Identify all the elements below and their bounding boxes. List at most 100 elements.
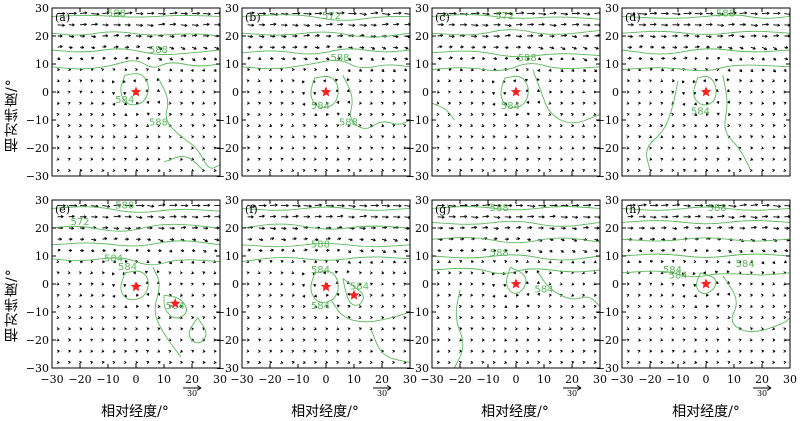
y-tick-label: 20 [225, 222, 239, 235]
x-axis-label-f: 相对经度/° [230, 401, 420, 421]
x-tick-label: −10 [476, 373, 499, 386]
panel-label: (c) [435, 11, 450, 24]
y-tick-label: 30 [605, 2, 619, 15]
y-tick-label: 20 [605, 30, 619, 43]
x-axis-label-g: 相对经度/° [420, 401, 610, 421]
contour-line [432, 30, 600, 35]
y-tick-label: 10 [225, 250, 239, 263]
panel-label: (g) [435, 203, 451, 216]
y-tick-label: −10 [216, 306, 239, 319]
y-tick-label: 10 [415, 250, 429, 263]
y-tick-label: −20 [596, 142, 619, 155]
height-contours [622, 207, 790, 332]
y-axis-label-bottom: 相对纬度/° [2, 210, 24, 400]
contour-label: 584 [118, 262, 137, 273]
contour-label: 588 [330, 53, 349, 64]
y-tick-label: −20 [216, 334, 239, 347]
contour-label: 588 [149, 45, 168, 56]
contour-line [533, 70, 600, 123]
wind-arrow-head [280, 69, 283, 71]
x-tick-label: 20 [565, 373, 579, 386]
wind-arrow-head [381, 260, 384, 262]
y-tick-label: −10 [216, 114, 239, 127]
panel-label: (h) [625, 203, 641, 216]
wind-arrow-head [258, 271, 261, 273]
wind-arrow-head [79, 316, 82, 318]
x-tick-label: −10 [96, 373, 119, 386]
contour-label: 588 [708, 203, 727, 214]
x-tick-label: −20 [68, 373, 91, 386]
wind-arrow-head [191, 294, 193, 296]
contour-line [52, 241, 220, 246]
y-tick-label: 0 [612, 278, 619, 291]
wind-arrow-head [247, 361, 250, 363]
typhoon-star-icon [511, 87, 521, 97]
wind-arrow-head [191, 283, 194, 285]
contour-line [242, 60, 410, 68]
y-tick-label: −30 [596, 170, 619, 183]
reference-vector-label: 30 [757, 389, 767, 398]
wind-arrow-head [146, 69, 149, 71]
y-tick-label: 0 [232, 278, 239, 291]
contour-label: 572 [322, 11, 341, 22]
contour-label: 584 [311, 101, 330, 112]
y-tick-label: 20 [605, 222, 619, 235]
contour-line [723, 75, 751, 170]
y-tick-label: 30 [225, 194, 239, 207]
contour-line [432, 207, 600, 210]
y-tick-label: −20 [596, 334, 619, 347]
contour-line [371, 329, 410, 363]
typhoon-star-icon [701, 87, 711, 97]
x-tick-label: 0 [703, 373, 710, 386]
y-tick-label: 0 [42, 86, 49, 99]
contour-label: 588 [115, 200, 134, 211]
y-tick-label: −30 [406, 170, 429, 183]
contour-line [52, 61, 220, 69]
y-tick-label: 10 [225, 58, 239, 71]
wind-arrow-head [526, 260, 529, 262]
y-tick-label: 0 [612, 86, 619, 99]
reference-vector-label: 30 [187, 389, 197, 398]
contour-line [622, 221, 790, 224]
panel-h: 588584584584(h)3020100−10−20−30−30−20−10… [596, 194, 797, 398]
y-tick-label: 0 [232, 86, 239, 99]
x-tick-label: 30 [783, 373, 797, 386]
x-tick-label: −30 [420, 373, 443, 386]
panel-label: (f) [245, 203, 258, 216]
contour-label: 584 [350, 282, 369, 293]
contour-line [432, 255, 600, 260]
panel-label: (d) [625, 11, 641, 24]
y-tick-label: 20 [225, 30, 239, 43]
contour-label: 588 [311, 240, 330, 251]
wind-arrow-head [90, 113, 93, 115]
y-tick-label: −30 [26, 170, 49, 183]
y-tick-label: 20 [415, 30, 429, 43]
x-tick-label: −10 [286, 373, 309, 386]
x-tick-label: −10 [666, 373, 689, 386]
x-tick-label: 10 [537, 373, 551, 386]
y-axis-label-top: 相对纬度/° [2, 20, 24, 210]
contour-line [622, 31, 790, 34]
x-tick-label: 10 [727, 373, 741, 386]
contour-label: 588 [107, 8, 126, 19]
y-tick-label: −20 [216, 142, 239, 155]
y-tick-label: −20 [26, 142, 49, 155]
x-tick-label: 10 [157, 373, 171, 386]
y-tick-label: 10 [605, 250, 619, 263]
y-tick-label: 30 [225, 2, 239, 15]
contour-line [52, 15, 220, 17]
contour-label: 584 [311, 265, 330, 276]
contour-label: 572 [495, 11, 514, 22]
wind-arrow-head [582, 124, 585, 126]
typhoon-star-icon [321, 87, 331, 97]
contour-label: 588 [339, 118, 358, 129]
y-tick-label: 10 [35, 58, 49, 71]
contour-line [432, 64, 600, 71]
x-tick-label: −20 [638, 373, 661, 386]
x-tick-label: −30 [230, 373, 253, 386]
y-tick-label: 10 [415, 58, 429, 71]
